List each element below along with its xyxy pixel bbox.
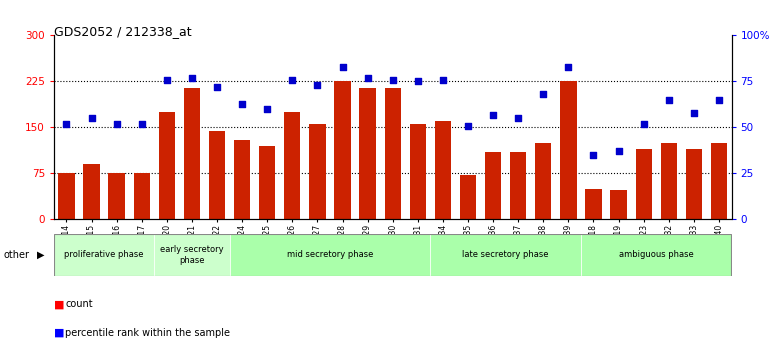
Bar bbox=[435, 121, 451, 219]
Point bbox=[412, 79, 424, 84]
Point bbox=[110, 121, 122, 127]
Text: other: other bbox=[4, 250, 30, 260]
Point bbox=[562, 64, 574, 69]
Text: proliferative phase: proliferative phase bbox=[65, 250, 144, 259]
Point bbox=[186, 75, 198, 81]
Text: early secretory
phase: early secretory phase bbox=[160, 245, 224, 264]
Bar bbox=[360, 87, 376, 219]
Bar bbox=[83, 164, 99, 219]
Bar bbox=[109, 173, 125, 219]
Point bbox=[236, 101, 248, 106]
Bar bbox=[460, 175, 476, 219]
Bar bbox=[184, 87, 200, 219]
Point bbox=[136, 121, 148, 127]
Bar bbox=[259, 146, 276, 219]
Point bbox=[688, 110, 700, 115]
Point bbox=[537, 91, 550, 97]
Bar bbox=[485, 152, 501, 219]
Point bbox=[211, 84, 223, 90]
Bar bbox=[59, 173, 75, 219]
Bar bbox=[234, 140, 250, 219]
Point bbox=[361, 75, 373, 81]
Text: late secretory phase: late secretory phase bbox=[462, 250, 549, 259]
Text: ▶: ▶ bbox=[37, 250, 45, 260]
Bar bbox=[581, 234, 732, 276]
Bar bbox=[209, 131, 225, 219]
Point bbox=[437, 77, 449, 82]
Bar bbox=[611, 190, 627, 219]
Bar bbox=[159, 112, 175, 219]
Text: ■: ■ bbox=[54, 299, 65, 309]
Point bbox=[462, 123, 474, 129]
Point bbox=[612, 149, 624, 154]
Point bbox=[638, 121, 650, 127]
Point bbox=[311, 82, 323, 88]
Point bbox=[286, 77, 299, 82]
Point bbox=[336, 64, 349, 69]
Bar bbox=[384, 87, 401, 219]
Point bbox=[713, 97, 725, 103]
Text: ■: ■ bbox=[54, 328, 65, 338]
Point bbox=[588, 152, 600, 158]
Bar bbox=[154, 234, 229, 276]
Point bbox=[161, 77, 173, 82]
Bar bbox=[510, 152, 527, 219]
Point bbox=[261, 106, 273, 112]
Text: count: count bbox=[65, 299, 93, 309]
Bar bbox=[334, 81, 350, 219]
Bar bbox=[229, 234, 430, 276]
Point bbox=[487, 112, 499, 118]
Point bbox=[663, 97, 675, 103]
Bar bbox=[410, 124, 426, 219]
Bar bbox=[661, 143, 677, 219]
Bar bbox=[561, 81, 577, 219]
Text: percentile rank within the sample: percentile rank within the sample bbox=[65, 328, 230, 338]
Bar bbox=[310, 124, 326, 219]
Point bbox=[512, 115, 524, 121]
Bar bbox=[133, 173, 150, 219]
Bar bbox=[284, 112, 300, 219]
Text: ambiguous phase: ambiguous phase bbox=[619, 250, 694, 259]
Point bbox=[60, 121, 72, 127]
Bar bbox=[430, 234, 581, 276]
Bar bbox=[711, 143, 727, 219]
Text: GDS2052 / 212338_at: GDS2052 / 212338_at bbox=[54, 25, 192, 38]
Bar bbox=[585, 189, 601, 219]
Text: mid secretory phase: mid secretory phase bbox=[286, 250, 373, 259]
Bar bbox=[535, 143, 551, 219]
Point bbox=[85, 115, 98, 121]
Bar bbox=[635, 149, 652, 219]
Point bbox=[387, 77, 399, 82]
Bar bbox=[54, 234, 154, 276]
Bar bbox=[686, 149, 702, 219]
